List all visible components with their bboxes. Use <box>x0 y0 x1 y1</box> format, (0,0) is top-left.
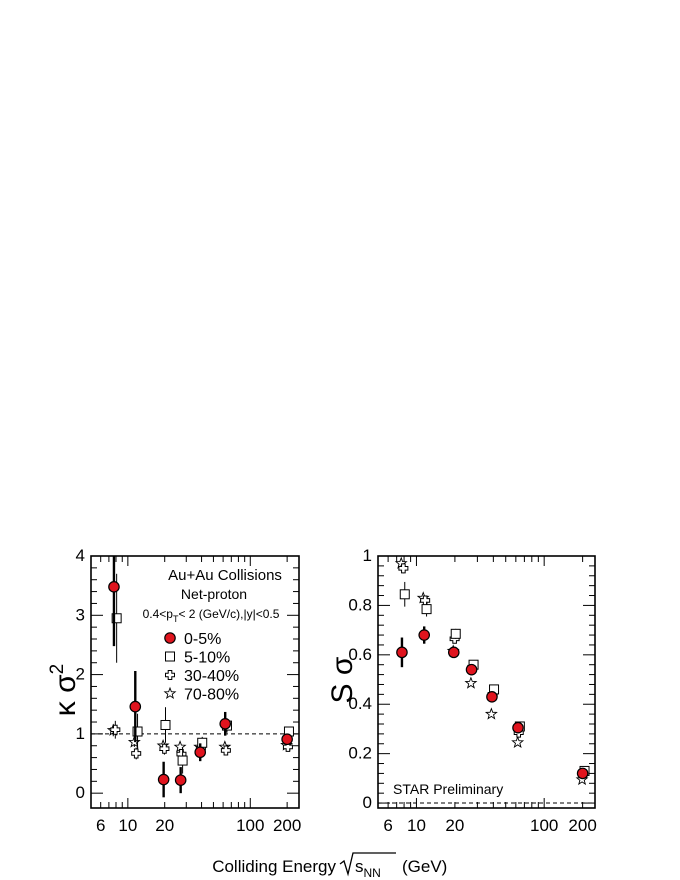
data-point <box>159 743 170 754</box>
kappa-sigma2-panel: 6 10 20 100 200 0 1 2 3 4 <box>76 546 302 835</box>
data-point <box>281 733 293 746</box>
x-tick-label: 100 <box>530 816 558 835</box>
svg-text:Colliding Energy: Colliding Energy <box>212 857 336 876</box>
kappa-sigma2-frame <box>90 555 300 809</box>
data-point <box>160 719 171 730</box>
data-point <box>447 646 460 659</box>
s-sigma-series-0-5% <box>396 626 589 780</box>
y-tick-label: 0.6 <box>348 645 372 664</box>
legend-marker-30-40% <box>165 670 175 680</box>
data-point <box>486 691 498 703</box>
svg-text:(GeV): (GeV) <box>402 857 447 876</box>
legend-marker-70-80% <box>163 686 177 699</box>
legend-label: 30-40% <box>184 668 239 685</box>
x-tick-label: 20 <box>445 816 464 835</box>
s-sigma-panel: 6 10 20 100 200 0 0.2 0.4 0.6 0.8 1 <box>348 546 596 835</box>
data-point <box>464 676 478 689</box>
data-point <box>399 589 410 600</box>
data-point <box>131 748 142 759</box>
data-point <box>418 629 431 641</box>
kappa-sigma2-series-0-5% <box>108 556 293 798</box>
data-point <box>110 724 121 735</box>
y-tick-label: 1 <box>76 724 85 743</box>
x-axis-title: Colliding Energy sNN (GeV) <box>212 852 447 880</box>
x-tick-label: 6 <box>383 816 392 835</box>
x-tick-label: 200 <box>568 816 596 835</box>
s-sigma-frame <box>377 555 596 809</box>
data-point <box>157 773 170 786</box>
data-point <box>282 741 293 752</box>
data-point <box>108 581 120 593</box>
collision-system-title: Au+Au Collisions <box>168 567 282 584</box>
y-tick-label: 0.8 <box>348 595 372 614</box>
y-tick-label: 1 <box>363 546 372 565</box>
data-point <box>484 707 498 720</box>
y-tick-label: 2 <box>76 665 85 684</box>
legend-marker-5-10% <box>165 651 175 662</box>
data-point <box>177 755 188 766</box>
s-sigma-series-30-40% <box>398 563 589 779</box>
data-point <box>174 774 187 786</box>
data-point <box>511 735 525 749</box>
y-tick-label: 0 <box>76 783 85 802</box>
y-tick-label: 0.4 <box>348 694 372 713</box>
x-tick-label: 10 <box>407 816 426 835</box>
data-point <box>219 718 232 730</box>
y-tick-label: 3 <box>76 605 85 624</box>
y-tick-label: 0.2 <box>348 744 372 763</box>
legend-label: 70-80% <box>184 687 239 704</box>
legend-marker-0-5% <box>164 632 176 644</box>
x-tick-label: 200 <box>273 816 301 835</box>
data-point <box>465 663 478 676</box>
data-point <box>111 613 122 624</box>
particle-subtitle: Net-proton <box>181 586 247 602</box>
data-point <box>132 726 143 737</box>
legend-label: 5-10% <box>184 650 230 667</box>
y-tick-label: 4 <box>76 546 85 565</box>
legend-label: 0-5% <box>184 631 221 648</box>
svg-text:sNN: sNN <box>355 857 381 880</box>
star-preliminary-watermark: STAR Preliminary <box>393 781 503 797</box>
s-sigma-ylabel: S σ <box>326 656 359 703</box>
x-tick-label: 20 <box>155 816 174 835</box>
kinematic-cuts: 0.4<pT< 2 (GeV/c),|y|<0.5 <box>143 607 280 624</box>
x-tick-label: 6 <box>96 816 105 835</box>
kappa-sigma2-series-5-10% <box>111 573 294 774</box>
data-point <box>220 745 231 756</box>
y-tick-label: 0 <box>363 793 372 812</box>
data-point <box>512 721 524 734</box>
data-point <box>576 767 589 780</box>
data-point <box>194 746 207 759</box>
s-sigma-series-70-80% <box>394 556 589 786</box>
data-point <box>398 563 409 574</box>
x-tick-label: 10 <box>118 816 137 835</box>
x-tick-label: 100 <box>236 816 264 835</box>
data-point <box>396 646 408 659</box>
data-point <box>421 604 432 615</box>
data-point <box>129 700 142 713</box>
kappa-sigma2-ylabel: κ σ2 <box>47 664 82 716</box>
legend: 0-5% 5-10%30-40% 70-80% <box>163 631 239 704</box>
sqrt-sign-icon <box>339 852 396 877</box>
s-sigma-series-5-10% <box>399 581 590 776</box>
data-point <box>450 628 461 639</box>
